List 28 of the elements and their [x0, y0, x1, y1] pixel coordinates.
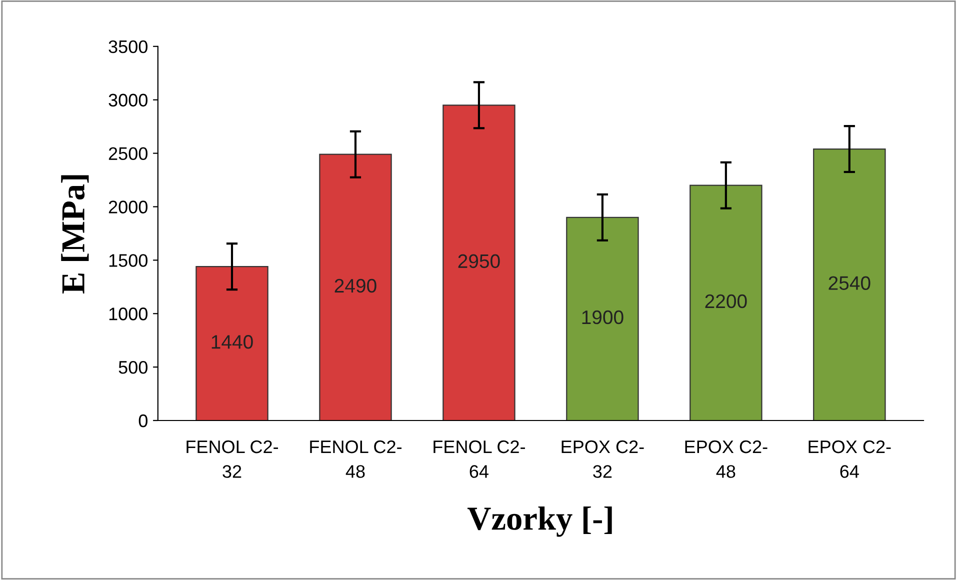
- data-label: 2540: [828, 276, 870, 290]
- bar: [442, 104, 516, 420]
- x-tick-label: FENOL C2- 32: [186, 440, 278, 478]
- y-tick-label: 0: [138, 414, 148, 428]
- y-tick-label: 500: [118, 360, 148, 374]
- data-label: 2950: [458, 254, 500, 268]
- y-tick-label: 2500: [108, 147, 148, 160]
- data-label: 1900: [582, 310, 624, 324]
- y-tick-label: 1500: [109, 254, 148, 267]
- data-label: 1440: [212, 334, 253, 349]
- x-tick-label: EPOX C2- 64: [808, 440, 891, 478]
- bar: [566, 216, 639, 420]
- x-tick-label: FENOL C2- 64: [434, 440, 525, 478]
- bar: [813, 148, 886, 420]
- data-label: 2200: [705, 294, 747, 308]
- y-tick-label: 1000: [109, 308, 148, 320]
- data-label: 2490: [334, 278, 376, 293]
- y-tick-label: 3000: [108, 94, 148, 107]
- y-tick-label: 2000: [108, 200, 148, 214]
- y-tick-label: 3500: [108, 40, 148, 54]
- bar: [196, 266, 268, 420]
- x-axis-title: Vzorky [-]: [467, 506, 612, 537]
- x-tick-label: FENOL C2- 48: [310, 440, 402, 478]
- bar: [319, 154, 392, 420]
- x-tick-label: EPOX C2- 48: [685, 440, 768, 478]
- y-axis-title: E [MPa]: [61, 175, 89, 294]
- bar: [690, 184, 762, 420]
- x-tick-label: EPOX C2- 32: [562, 440, 644, 478]
